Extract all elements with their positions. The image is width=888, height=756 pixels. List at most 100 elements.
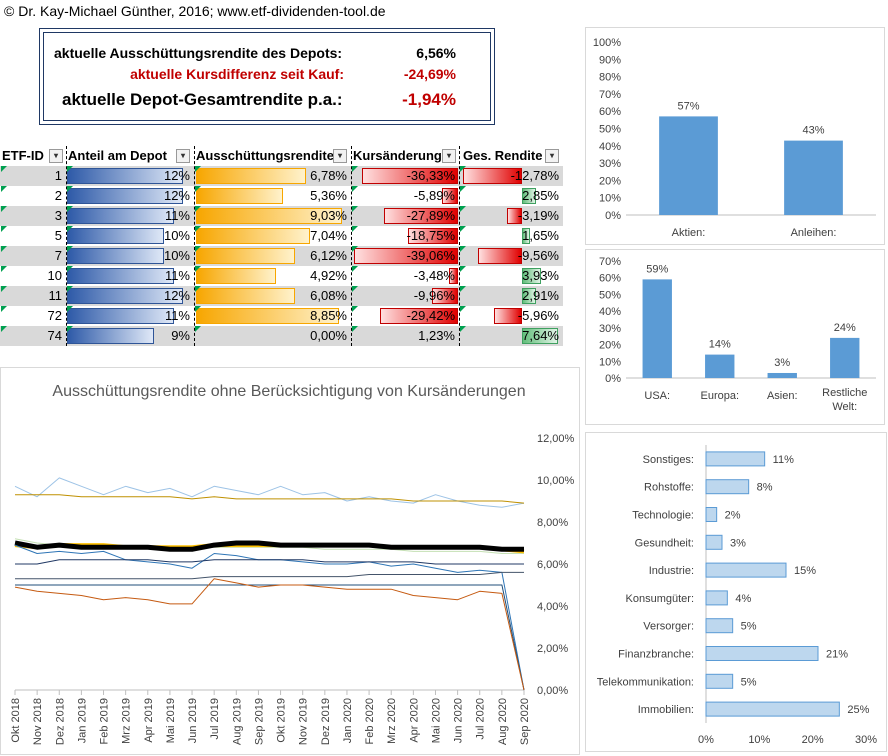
- cell-anteil[interactable]: 12%: [163, 188, 190, 203]
- cell-kurs[interactable]: -3,48%: [413, 268, 455, 283]
- cell-ges-rendite[interactable]: 7,64%: [522, 328, 559, 343]
- ausschuettung-databar: [196, 208, 342, 224]
- cell-ausschuettung[interactable]: 0,00%: [310, 328, 347, 343]
- bar-2: [705, 507, 718, 522]
- cell-ges-rendite[interactable]: 3,93%: [522, 268, 559, 283]
- cell-anteil[interactable]: 11%: [164, 208, 190, 223]
- cell-indicator-triangle: [352, 246, 358, 252]
- total-return-label: aktuelle Depot-Gesamtrendite p.a.:: [62, 90, 343, 109]
- cell-kurs[interactable]: -5,89%: [413, 188, 455, 203]
- category-label: Immobilien:: [638, 704, 694, 716]
- table-row[interactable]: 5 10% 7,04% -18,75% 1,65%: [0, 226, 563, 246]
- cell-anteil[interactable]: 11%: [164, 308, 190, 323]
- cell-etf-id[interactable]: 74: [47, 328, 62, 343]
- cell-anteil[interactable]: 10%: [163, 248, 190, 263]
- cell-anteil[interactable]: 10%: [163, 228, 190, 243]
- cell-ges-rendite[interactable]: 2,91%: [522, 288, 559, 303]
- table-row[interactable]: 11 12% 6,08% -9,96% 2,91%: [0, 286, 563, 306]
- y-tick-label: 10,00%: [537, 475, 575, 487]
- cell-kurs[interactable]: -29,42%: [406, 308, 455, 323]
- cell-etf-id[interactable]: 3: [54, 208, 62, 223]
- cell-anteil[interactable]: 9%: [171, 328, 190, 343]
- ges-rendite-databar: [522, 188, 536, 204]
- kurs-databar: [380, 308, 458, 324]
- y-tick-label: 90%: [599, 54, 621, 66]
- cell-indicator-triangle: [67, 306, 73, 312]
- cell-etf-id[interactable]: 72: [47, 308, 62, 323]
- category-label: Asien:: [767, 390, 798, 402]
- chart-title: Ausschüttungsrendite ohne Berücksichtigu…: [52, 383, 525, 400]
- y-tick-label: 0,00%: [537, 685, 568, 697]
- filter-dropdown-ausschuettung[interactable]: ▾: [333, 149, 347, 163]
- x-tick-label: Nov 2018: [32, 698, 44, 745]
- bar-9: [705, 701, 840, 717]
- cell-kurs[interactable]: 1,23%: [418, 328, 455, 343]
- cell-etf-id[interactable]: 2: [54, 188, 62, 203]
- filter-dropdown-kurs[interactable]: ▾: [442, 149, 456, 163]
- ausschuettung-databar: [196, 248, 295, 264]
- cell-ausschuettung[interactable]: 8,85%: [310, 308, 347, 323]
- cell-indicator-triangle: [460, 226, 466, 232]
- cell-ges-rendite[interactable]: 2,85%: [522, 188, 559, 203]
- cell-indicator-triangle: [67, 286, 73, 292]
- cell-ges-rendite[interactable]: -5,96%: [517, 308, 559, 323]
- cell-kurs[interactable]: -36,33%: [406, 168, 455, 183]
- cell-anteil[interactable]: 12%: [163, 168, 190, 183]
- bar-6: [705, 618, 734, 634]
- region-chart-panel: 0% 10% 20% 30% 40% 50% 60% 70% 59% USA: 14% Europa:…: [585, 249, 885, 425]
- cell-kurs[interactable]: -39,06%: [406, 248, 455, 263]
- table-row[interactable]: 1 12% 6,78% -36,33% -12,78%: [0, 166, 563, 186]
- category-label: Technologie:: [632, 510, 694, 522]
- x-tick-label: Jun 2019: [187, 698, 199, 743]
- bar-4: [705, 562, 787, 578]
- cell-kurs[interactable]: -27,89%: [406, 208, 455, 223]
- category-label: Konsumgüter:: [626, 593, 694, 605]
- y-tick-label: 4,00%: [537, 601, 568, 613]
- column-divider: [66, 146, 67, 346]
- cell-ausschuettung[interactable]: 4,92%: [310, 268, 347, 283]
- cell-etf-id[interactable]: 7: [54, 248, 62, 263]
- cell-etf-id[interactable]: 11: [48, 288, 63, 303]
- cell-indicator-triangle: [352, 226, 358, 232]
- y-tick-label: 10%: [599, 193, 621, 205]
- x-tick-label: Jul 2020: [475, 698, 487, 740]
- yield-history-chart-panel: Ausschüttungsrendite ohne Berücksichtigu…: [0, 367, 580, 755]
- kurs-databar: [384, 208, 458, 224]
- bar-7: [705, 646, 819, 661]
- table-row[interactable]: 2 12% 5,36% -5,89% 2,85%: [0, 186, 563, 206]
- series-line-7: [15, 571, 524, 580]
- cell-anteil[interactable]: 11%: [164, 268, 190, 283]
- table-row[interactable]: 74 9% 0,00% 1,23% 7,64%: [0, 326, 563, 346]
- filter-dropdown-etf-id[interactable]: ▾: [49, 149, 63, 163]
- cell-etf-id[interactable]: 10: [47, 268, 62, 283]
- table-row[interactable]: 7 10% 6,12% -39,06% -9,56%: [0, 246, 563, 266]
- category-label: Aktien:: [672, 227, 706, 239]
- y-tick-label: 60%: [599, 106, 621, 118]
- cell-kurs[interactable]: -18,75%: [406, 228, 455, 243]
- cell-indicator-triangle: [460, 306, 466, 312]
- table-row[interactable]: 72 11% 8,85% -29,42% -5,96%: [0, 306, 563, 326]
- cell-ausschuettung[interactable]: 7,04%: [310, 228, 347, 243]
- cell-kurs[interactable]: -9,96%: [413, 288, 455, 303]
- filter-dropdown-ges-rendite[interactable]: ▾: [545, 149, 559, 163]
- cell-anteil[interactable]: 12%: [163, 288, 190, 303]
- cell-etf-id[interactable]: 1: [54, 168, 62, 183]
- data-label: 43%: [802, 125, 824, 137]
- series-line-0: [14, 477, 525, 508]
- cell-ges-rendite[interactable]: -3,19%: [517, 208, 559, 223]
- cell-indicator-triangle: [460, 246, 466, 252]
- filter-dropdown-anteil[interactable]: ▾: [176, 149, 190, 163]
- cell-ausschuettung[interactable]: 9,03%: [310, 208, 347, 223]
- table-row[interactable]: 3 11% 9,03% -27,89% -3,19%: [0, 206, 563, 226]
- cell-etf-id[interactable]: 5: [54, 228, 62, 243]
- cell-ausschuettung[interactable]: 5,36%: [310, 188, 347, 203]
- cell-ausschuettung[interactable]: 6,08%: [310, 288, 347, 303]
- cell-ges-rendite[interactable]: 1,65%: [522, 228, 559, 243]
- cell-ausschuettung[interactable]: 6,12%: [310, 248, 347, 263]
- table-row[interactable]: 10 11% 4,92% -3,48% 3,93%: [0, 266, 563, 286]
- cell-ges-rendite[interactable]: -9,56%: [517, 248, 559, 263]
- cell-ges-rendite[interactable]: -12,78%: [510, 168, 559, 183]
- cell-indicator-triangle: [195, 306, 201, 312]
- cell-ausschuettung[interactable]: 6,78%: [310, 168, 347, 183]
- series-line-8: [15, 584, 525, 691]
